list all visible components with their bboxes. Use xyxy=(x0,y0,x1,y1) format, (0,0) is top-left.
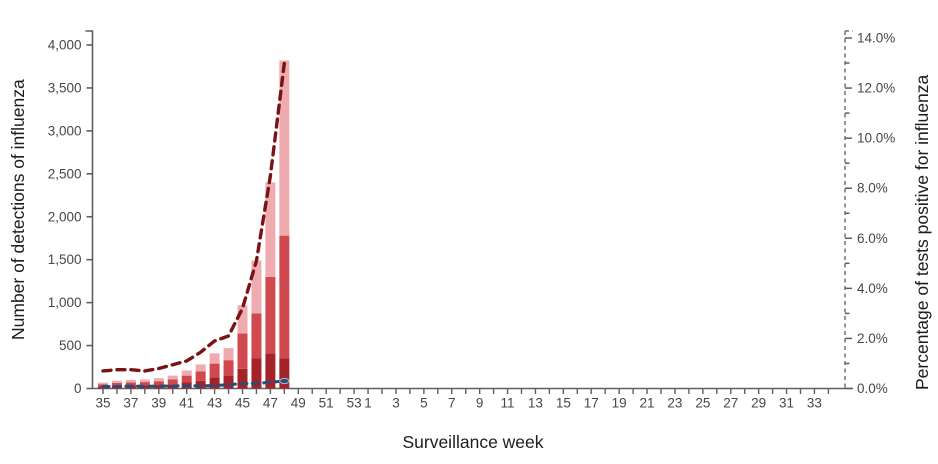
x-axis-tick-label: 23 xyxy=(667,396,682,411)
x-axis-tick-label: 31 xyxy=(779,396,794,411)
right-axis-tick-label: 4.0% xyxy=(857,281,888,296)
right-axis-tick-label: 8.0% xyxy=(857,181,888,196)
bar-segment-detections-light-pink-top xyxy=(195,364,206,372)
bar-segment-detections-light-pink-top xyxy=(237,305,248,334)
x-axis-tick-label: 27 xyxy=(723,396,738,411)
left-axis-tick-label: 2,000 xyxy=(48,209,82,224)
bar-segment-detections-medium-red-middle xyxy=(125,382,136,386)
line-percent-tests-positive-dashed-maroon xyxy=(101,61,287,373)
x-axis-title: Surveillance week xyxy=(402,432,544,452)
left-axis-tick-label: 4,000 xyxy=(48,38,82,53)
left-axis-tick-label: 3,000 xyxy=(48,123,82,138)
bar-segment-detections-dark-red-bottom xyxy=(209,377,220,389)
x-axis-tick-label: 43 xyxy=(207,396,222,411)
x-axis-tick-label: 3 xyxy=(392,396,400,411)
right-axis-tick-label: 0.0% xyxy=(857,381,888,396)
bar-segment-detections-dark-red-bottom xyxy=(265,353,276,389)
bar-segment-detections-dark-red-bottom xyxy=(223,375,234,389)
left-axis-tick-label: 0 xyxy=(74,381,82,396)
bar-segment-detections-medium-red-middle xyxy=(111,382,122,386)
x-axis-tick-label: 33 xyxy=(807,396,822,411)
x-axis-tick-label: 29 xyxy=(751,396,766,411)
x-axis-tick-label: 17 xyxy=(584,396,599,411)
x-axis-tick-label: 21 xyxy=(640,396,655,411)
bar-segment-detections-dark-red-bottom xyxy=(279,358,290,389)
x-axis-tick-label: 35 xyxy=(95,396,110,411)
x-axis-tick-label: 39 xyxy=(151,396,166,411)
bar-segment-detections-light-pink-top xyxy=(181,370,192,376)
left-axis-tick-label: 3,500 xyxy=(48,80,82,95)
bar-segment-detections-light-pink-top xyxy=(153,378,164,382)
x-axis-tick-label: 47 xyxy=(263,396,278,411)
line-secondary-percent-dashed-navy xyxy=(101,379,286,389)
bar-segment-detections-light-pink-top xyxy=(167,375,178,380)
right-axis-tick-label: 12.0% xyxy=(857,81,895,96)
x-axis-tick-label: 37 xyxy=(123,396,138,411)
x-axis-tick-label: 45 xyxy=(235,396,250,411)
x-axis-tick-label: 15 xyxy=(556,396,571,411)
x-axis-tick-label: 25 xyxy=(695,396,710,411)
bar-segment-detections-light-pink-top xyxy=(209,353,220,364)
bar-segment-detections-medium-red-middle xyxy=(181,375,192,383)
bar-segment-detections-medium-red-middle xyxy=(279,235,290,359)
x-axis-tick-label: 1 xyxy=(364,396,372,411)
bar-segment-detections-medium-red-middle xyxy=(153,381,164,386)
bar-segment-detections-medium-red-middle xyxy=(237,333,248,369)
x-axis-tick-label: 13 xyxy=(528,396,543,411)
bar-segment-detections-light-pink-top xyxy=(125,379,136,383)
right-axis-tick-label: 2.0% xyxy=(857,331,888,346)
bar-segment-detections-medium-red-middle xyxy=(223,360,234,376)
bar-segment-detections-light-pink-top xyxy=(139,379,150,383)
x-axis-tick-label: 49 xyxy=(291,396,306,411)
x-axis-tick-label: 51 xyxy=(319,396,334,411)
bar-segment-detections-light-pink-top xyxy=(223,348,234,361)
navy-line-end-marker xyxy=(279,377,290,385)
left-axis-tick-label: 500 xyxy=(59,338,82,353)
x-axis-tick-label: 19 xyxy=(612,396,627,411)
right-axis-tick-label: 14.0% xyxy=(857,31,895,46)
right-axis-tick-label: 10.0% xyxy=(857,131,895,146)
left-axis-tick-label: 1,500 xyxy=(48,252,82,267)
bar-segment-detections-light-pink-top xyxy=(279,60,290,236)
bar-segment-detections-medium-red-middle xyxy=(251,313,262,359)
x-axis-tick-label: 5 xyxy=(420,396,428,411)
x-axis-tick-label: 53 xyxy=(347,396,362,411)
bar-segment-detections-medium-red-middle xyxy=(167,379,178,385)
left-axis-tick-label: 2,500 xyxy=(48,166,82,181)
x-axis-tick-label: 9 xyxy=(476,396,484,411)
bar-segment-detections-light-pink-top xyxy=(265,182,276,277)
left-axis-line xyxy=(85,30,94,389)
bar-segment-detections-light-pink-top xyxy=(98,382,108,385)
x-axis-tick-label: 7 xyxy=(448,396,456,411)
bar-segment-detections-dark-red-bottom xyxy=(237,368,248,389)
bar-segment-detections-light-pink-top xyxy=(111,380,122,383)
bar-segment-detections-medium-red-middle xyxy=(195,371,206,381)
right-axis-tick-label: 6.0% xyxy=(857,231,888,246)
bar-segment-detections-dark-red-bottom xyxy=(153,385,164,389)
bar-segment-detections-dark-red-bottom xyxy=(251,358,262,389)
x-axis-tick-label: 41 xyxy=(179,396,194,411)
bar-segment-detections-medium-red-middle xyxy=(139,382,150,386)
bar-segment-detections-medium-red-middle xyxy=(209,363,220,378)
x-axis-tick-label: 11 xyxy=(501,396,515,411)
left-axis-tick-label: 1,000 xyxy=(48,295,82,310)
bar-segment-detections-light-pink-top xyxy=(251,260,262,314)
bar-segment-detections-medium-red-middle xyxy=(265,276,276,354)
right-axis-line xyxy=(844,30,853,389)
